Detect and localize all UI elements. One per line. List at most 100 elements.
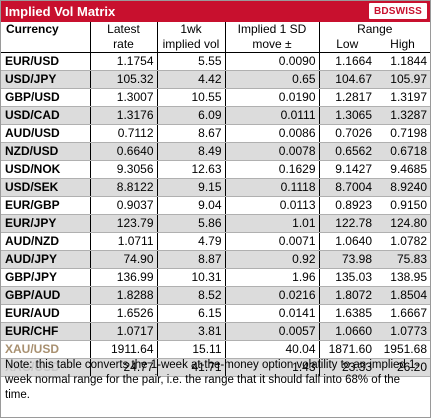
table-row: AUD/JPY 74.90 8.87 0.92 73.98 75.83 bbox=[1, 250, 430, 269]
table-row: USD/JPY 105.32 4.42 0.65 104.67 105.97 bbox=[1, 70, 430, 89]
rate-cell: 1.3176 bbox=[89, 106, 157, 125]
move-cell: 0.0090 bbox=[224, 52, 319, 71]
table-row: AUD/NZD 1.0711 4.79 0.0071 1.0640 1.0782 bbox=[1, 232, 430, 251]
high-cell: 1.0782 bbox=[375, 232, 430, 251]
high-cell: 9.4685 bbox=[375, 160, 430, 179]
vol-cell: 10.31 bbox=[156, 268, 225, 287]
high-cell: 138.95 bbox=[375, 268, 430, 287]
table-row: XAG/USD 24.77 41.71 1.43 23.33 26.20 bbox=[1, 358, 430, 377]
rate-cell: 1.1754 bbox=[89, 52, 157, 71]
vol-cell: 4.79 bbox=[156, 232, 225, 251]
header-move: move ± bbox=[224, 37, 319, 53]
bdswiss-logo: BDSWISS bbox=[369, 3, 427, 19]
high-cell: 0.6718 bbox=[375, 142, 430, 161]
rate-cell: 1.0711 bbox=[89, 232, 157, 251]
pair-cell: GBP/USD bbox=[1, 88, 90, 107]
low-cell: 1.3065 bbox=[318, 106, 375, 125]
vol-table: Currency Latest 1wk Implied 1 SD Range r… bbox=[1, 22, 430, 377]
low-cell: 122.78 bbox=[318, 214, 375, 233]
low-cell: 0.7026 bbox=[318, 124, 375, 143]
pair-cell: NZD/USD bbox=[1, 142, 90, 161]
low-cell: 104.67 bbox=[318, 70, 375, 89]
header-low: Low bbox=[318, 37, 375, 53]
panel-title: Implied Vol Matrix bbox=[5, 4, 116, 19]
pair-cell: USD/SEK bbox=[1, 178, 90, 197]
high-cell: 1.6667 bbox=[375, 304, 430, 323]
move-cell: 0.0141 bbox=[224, 304, 319, 323]
pair-cell: AUD/NZD bbox=[1, 232, 90, 251]
vol-cell: 9.15 bbox=[156, 178, 225, 197]
vol-cell: 3.81 bbox=[156, 322, 225, 341]
table-row: EUR/AUD 1.6526 6.15 0.0141 1.6385 1.6667 bbox=[1, 304, 430, 323]
move-cell: 0.0078 bbox=[224, 142, 319, 161]
high-cell: 0.9150 bbox=[375, 196, 430, 215]
high-cell: 105.97 bbox=[375, 70, 430, 89]
header-range: Range bbox=[318, 22, 430, 37]
move-cell: 1.43 bbox=[224, 358, 319, 377]
move-cell: 0.65 bbox=[224, 70, 319, 89]
high-cell: 1951.68 bbox=[375, 340, 430, 359]
pair-cell: EUR/JPY bbox=[1, 214, 90, 233]
rate-cell: 1.8288 bbox=[89, 286, 157, 305]
table-row: EUR/USD 1.1754 5.55 0.0090 1.1664 1.1844 bbox=[1, 52, 430, 71]
vol-cell: 41.71 bbox=[156, 358, 225, 377]
high-cell: 1.1844 bbox=[375, 52, 430, 71]
table-row: GBP/JPY 136.99 10.31 1.96 135.03 138.95 bbox=[1, 268, 430, 287]
rate-cell: 0.7112 bbox=[89, 124, 157, 143]
pair-cell: GBP/JPY bbox=[1, 268, 90, 287]
move-cell: 40.04 bbox=[224, 340, 319, 359]
logo-text: BDSWISS bbox=[373, 5, 423, 17]
rate-cell: 24.77 bbox=[89, 358, 157, 377]
rate-cell: 74.90 bbox=[89, 250, 157, 269]
rate-cell: 1.0717 bbox=[89, 322, 157, 341]
high-cell: 1.3287 bbox=[375, 106, 430, 125]
pair-cell: USD/NOK bbox=[1, 160, 90, 179]
header-implied-sd: Implied 1 SD bbox=[224, 22, 319, 37]
low-cell: 23.33 bbox=[318, 358, 375, 377]
vol-cell: 10.55 bbox=[156, 88, 225, 107]
low-cell: 1.0640 bbox=[318, 232, 375, 251]
pair-cell: EUR/GBP bbox=[1, 196, 90, 215]
vol-cell: 6.09 bbox=[156, 106, 225, 125]
rate-cell: 136.99 bbox=[89, 268, 157, 287]
table-note: Note: this table converts the 1-week at-… bbox=[5, 359, 420, 401]
header-row-2: rate implied vol move ± Low High bbox=[1, 37, 430, 53]
low-cell: 73.98 bbox=[318, 250, 375, 269]
rate-cell: 105.32 bbox=[89, 70, 157, 89]
table-row: USD/CAD 1.3176 6.09 0.0111 1.3065 1.3287 bbox=[1, 106, 430, 125]
header-implied-vol: implied vol bbox=[156, 37, 225, 53]
pair-cell: USD/JPY bbox=[1, 70, 90, 89]
move-cell: 1.96 bbox=[224, 268, 319, 287]
pair-cell: XAU/USD bbox=[1, 340, 90, 359]
move-cell: 0.92 bbox=[224, 250, 319, 269]
pair-cell: AUD/JPY bbox=[1, 250, 90, 269]
vol-cell: 6.15 bbox=[156, 304, 225, 323]
move-cell: 0.1629 bbox=[224, 160, 319, 179]
high-cell: 75.83 bbox=[375, 250, 430, 269]
low-cell: 1.8072 bbox=[318, 286, 375, 305]
header-latest: Latest bbox=[89, 22, 157, 37]
rate-cell: 1.6526 bbox=[89, 304, 157, 323]
rate-cell: 1.3007 bbox=[89, 88, 157, 107]
rate-cell: 9.3056 bbox=[89, 160, 157, 179]
header-currency-sub bbox=[1, 37, 90, 53]
vol-cell: 5.55 bbox=[156, 52, 225, 71]
move-cell: 0.0086 bbox=[224, 124, 319, 143]
pair-cell: EUR/AUD bbox=[1, 304, 90, 323]
header-1wk: 1wk bbox=[156, 22, 225, 37]
table-row: EUR/GBP 0.9037 9.04 0.0113 0.8923 0.9150 bbox=[1, 196, 430, 215]
table-row: XAU/USD 1911.64 15.11 40.04 1871.60 1951.68 bbox=[1, 340, 430, 359]
vol-cell: 12.63 bbox=[156, 160, 225, 179]
rate-cell: 0.6640 bbox=[89, 142, 157, 161]
pair-cell: EUR/CHF bbox=[1, 322, 90, 341]
low-cell: 8.7004 bbox=[318, 178, 375, 197]
high-cell: 26.20 bbox=[375, 358, 430, 377]
low-cell: 1871.60 bbox=[318, 340, 375, 359]
move-cell: 0.0057 bbox=[224, 322, 319, 341]
pair-cell: EUR/USD bbox=[1, 52, 90, 71]
move-cell: 0.0113 bbox=[224, 196, 319, 215]
move-cell: 0.0190 bbox=[224, 88, 319, 107]
header-row-1: Currency Latest 1wk Implied 1 SD Range bbox=[1, 22, 430, 37]
vol-cell: 8.52 bbox=[156, 286, 225, 305]
pair-cell: GBP/AUD bbox=[1, 286, 90, 305]
